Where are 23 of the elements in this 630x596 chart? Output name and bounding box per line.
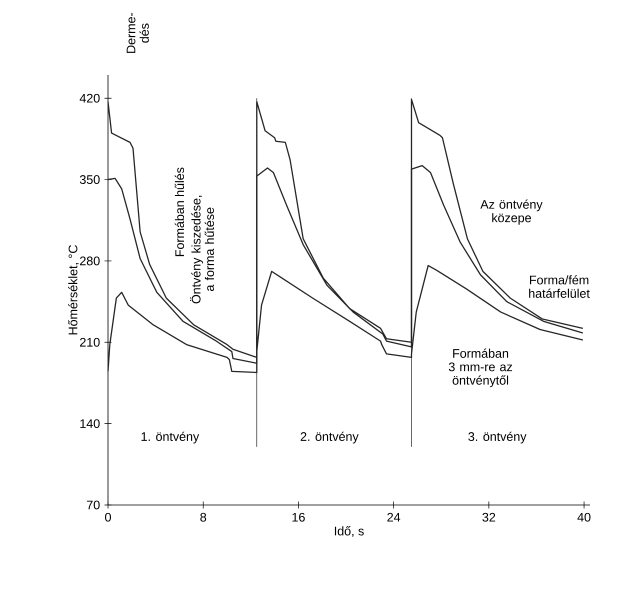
series-label: Forma/fém határfelület	[529, 275, 590, 298]
x-tick-label: 40	[577, 512, 590, 522]
x-tick-label: 32	[482, 512, 496, 522]
y-tick-label: 420	[80, 94, 100, 103]
y-tick-label: 70	[86, 500, 100, 510]
x-tick-label: 0	[105, 512, 111, 522]
x-tick-label: 8	[200, 512, 206, 522]
annotation: 2. öntvény	[300, 432, 359, 444]
x-axis-title: Idő, s	[334, 526, 364, 537]
y-tick-label: 350	[80, 175, 100, 184]
annotation: Öntvény kiszedése, a forma hűtése	[190, 196, 214, 304]
series-label: Az öntvény közepe	[480, 200, 543, 225]
text: Formában 3 mm-re az öntvénytől	[448, 348, 512, 388]
y-tick-label: 140	[80, 419, 100, 428]
y-axis-title: Hőmérséklet, °C	[68, 245, 79, 334]
x-tick-label: 16	[292, 512, 305, 522]
annotation: Formában hűlés	[174, 168, 184, 256]
text: Derme- dés	[126, 12, 149, 53]
annotation: 1. öntvény	[142, 432, 200, 444]
annotation: 3. öntvény	[468, 432, 526, 444]
y-tick-label: 280	[80, 256, 100, 266]
x-tick-label: 24	[387, 512, 400, 522]
y-tick-label: 210	[80, 338, 100, 347]
